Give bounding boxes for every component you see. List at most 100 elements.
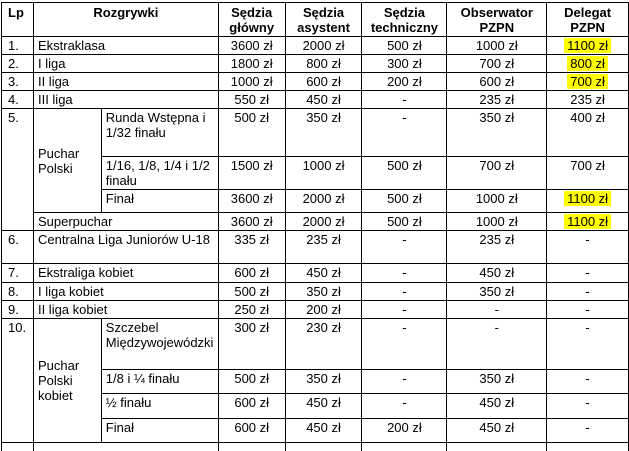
lp-cell: 5. xyxy=(1,108,34,231)
competition-cell: II liga xyxy=(32,72,219,91)
fee-cell: 200 zł xyxy=(361,418,448,443)
fee-cell: 3600 zł xyxy=(217,36,286,55)
fee-cell: 800 zł xyxy=(284,54,363,73)
stage-cell: Finał xyxy=(100,418,219,443)
competition-cell: I liga kobiet xyxy=(32,282,219,301)
stage-cell: Runda Wstępna i 1/32 finału xyxy=(100,108,219,157)
fee-cell: 230 zł xyxy=(284,318,363,370)
header-row: Lp Rozgrywki Sędzia główny Sędzia asyste… xyxy=(1,2,629,37)
fee-cell: 450 zł xyxy=(284,90,363,109)
fee-cell: - xyxy=(361,108,448,157)
fee-cell: 350 zł xyxy=(284,108,363,157)
row-i-liga-kobiet: 8. I liga kobiet 500 zł 350 zł - 350 zł … xyxy=(1,282,629,301)
competition-cell: Superpuchar xyxy=(32,212,219,231)
fee-cell: 450 zł xyxy=(284,418,363,443)
fee-cell: 450 zł xyxy=(446,393,548,419)
fee-cell: 450 zł xyxy=(446,418,548,443)
stage-cell: 1/8 i ¼ finału xyxy=(100,369,219,394)
fee-cell xyxy=(446,442,548,451)
lp-cell: 4. xyxy=(1,90,34,109)
row-ii-liga-kobiet: 9. II liga kobiet 250 zł 200 zł - - - xyxy=(1,300,629,319)
highlight-marker: 1100 zł xyxy=(564,214,612,229)
competition-cell: I liga xyxy=(32,54,219,73)
group-cell-puchar-polski-kobiet: Puchar Polski kobiet xyxy=(32,318,102,443)
fee-cell: 3600 zł xyxy=(217,189,286,213)
header-sedzia-asystent: Sędzia asystent xyxy=(284,2,363,37)
fee-cell-highlighted: 700 zł xyxy=(546,72,629,91)
fee-cell: - xyxy=(361,282,448,301)
fee-cell: 3600 zł xyxy=(217,212,286,231)
row-ekstraliga-kobiet: 7. Ekstraliga kobiet 600 zł 450 zł - 450… xyxy=(1,263,629,283)
fee-cell: 400 zł xyxy=(546,108,629,157)
fee-cell: 235 zł xyxy=(446,230,548,264)
fee-cell: - xyxy=(361,230,448,264)
lp-cell: 1. xyxy=(1,36,34,55)
fee-cell: 500 zł xyxy=(217,108,286,157)
fee-cell: 1000 zł xyxy=(284,156,363,190)
row-iii-liga: 4. III liga 550 zł 450 zł - 235 zł 235 z… xyxy=(1,90,629,109)
header-rozgrywki: Rozgrywki xyxy=(32,2,219,37)
lp-cell: 9. xyxy=(1,300,34,319)
fee-cell: - xyxy=(546,369,629,394)
fee-cell: 350 zł xyxy=(446,369,548,394)
highlight-marker: 700 zł xyxy=(567,74,608,89)
fee-cell: 500 zł xyxy=(217,282,286,301)
stage-cell: Szczebel Międzywojewódzki xyxy=(100,318,219,370)
lp-cell: 6. xyxy=(1,230,34,264)
fee-cell: 2000 zł xyxy=(284,189,363,213)
competition-cell xyxy=(32,442,219,451)
competition-cell: III liga xyxy=(32,90,219,109)
fee-cell xyxy=(361,442,448,451)
fee-cell: 200 zł xyxy=(284,300,363,319)
row-ii-liga: 3. II liga 1000 zł 600 zł 200 zł 600 zł … xyxy=(1,72,629,91)
fee-cell: - xyxy=(546,263,629,283)
fee-cell: - xyxy=(446,300,548,319)
stage-cell: Finał xyxy=(100,189,219,213)
competition-cell: Ekstraklasa xyxy=(32,36,219,55)
fee-cell-highlighted: 800 zł xyxy=(546,54,629,73)
fee-cell: 1000 zł xyxy=(446,212,548,231)
fee-cell: 1500 zł xyxy=(217,156,286,190)
fee-cell: 700 zł xyxy=(446,156,548,190)
lp-cell: 3. xyxy=(1,72,34,91)
lp-cell: 8. xyxy=(1,282,34,301)
header-sedzia-glowny: Sędzia główny xyxy=(217,2,286,37)
row-puchar-polski-1-16: 1/16, 1/8, 1/4 i 1/2 finału 1500 zł 1000… xyxy=(2,156,629,190)
fee-cell: 700 zł xyxy=(446,54,548,73)
stage-cell: ½ finału xyxy=(100,393,219,419)
row-pp-kobiet-szczebel: 10. Puchar Polski kobiet Szczebel Między… xyxy=(1,318,629,443)
row-puchar-polski-runda-wstepna: 5. Puchar Polski Runda Wstępna i 1/32 fi… xyxy=(1,108,629,231)
fee-cell: 600 zł xyxy=(217,393,286,419)
fee-cell: 600 zł xyxy=(217,418,286,443)
fee-cell: 1800 zł xyxy=(217,54,286,73)
highlight-marker: 1100 zł xyxy=(564,38,612,53)
row-superpuchar: Superpuchar 3600 zł 2000 zł 500 zł 1000 … xyxy=(2,212,629,231)
fee-cell: 450 zł xyxy=(446,263,548,283)
fee-cell: 235 zł xyxy=(546,90,629,109)
fee-cell xyxy=(284,442,363,451)
fee-cell: 235 zł xyxy=(446,90,548,109)
fee-cell: 250 zł xyxy=(217,300,286,319)
fee-cell: 200 zł xyxy=(361,72,448,91)
row-i-liga: 2. I liga 1800 zł 800 zł 300 zł 700 zł 8… xyxy=(1,54,629,73)
table-row-partial xyxy=(1,442,629,451)
fee-cell: 2000 zł xyxy=(284,212,363,231)
fee-cell: - xyxy=(361,393,448,419)
fee-cell: 235 zł xyxy=(284,230,363,264)
fee-cell: 1000 zł xyxy=(446,36,548,55)
fee-cell: 600 zł xyxy=(284,72,363,91)
lp-cell: 7. xyxy=(1,263,34,283)
fee-cell: - xyxy=(361,90,448,109)
fee-cell: - xyxy=(546,300,629,319)
fee-cell: 350 zł xyxy=(446,282,548,301)
fee-cell: - xyxy=(546,282,629,301)
header-lp: Lp xyxy=(1,2,34,37)
lp-cell: 2. xyxy=(1,54,34,73)
fee-cell: - xyxy=(546,418,629,443)
fee-cell xyxy=(546,442,629,451)
fee-cell: 335 zł xyxy=(217,230,286,264)
fee-cell: - xyxy=(361,263,448,283)
header-delegat-pzpn: Delegat PZPN xyxy=(546,2,629,37)
